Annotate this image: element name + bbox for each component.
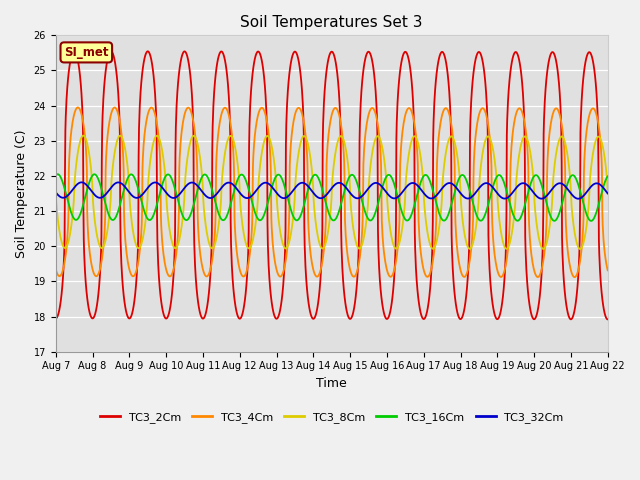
TC3_8Cm	[52, 189, 60, 195]
TC3_32Cm	[237, 191, 244, 197]
TC3_4Cm	[175, 208, 183, 214]
TC3_4Cm	[571, 274, 579, 280]
TC3_32Cm	[52, 190, 60, 195]
X-axis label: Time: Time	[316, 377, 347, 390]
TC3_8Cm	[490, 151, 498, 157]
Line: TC3_8Cm: TC3_8Cm	[56, 135, 608, 249]
TC3_16Cm	[54, 171, 61, 177]
TC3_16Cm	[162, 174, 170, 180]
TC3_4Cm	[237, 270, 244, 276]
Legend: TC3_2Cm, TC3_4Cm, TC3_8Cm, TC3_16Cm, TC3_32Cm: TC3_2Cm, TC3_4Cm, TC3_8Cm, TC3_16Cm, TC3…	[95, 408, 568, 428]
Line: TC3_2Cm: TC3_2Cm	[56, 51, 608, 319]
TC3_8Cm	[418, 162, 426, 168]
TC3_2Cm	[490, 308, 498, 314]
TC3_4Cm	[604, 267, 612, 273]
Y-axis label: Soil Temperature (C): Soil Temperature (C)	[15, 129, 28, 258]
TC3_32Cm	[162, 189, 170, 194]
TC3_32Cm	[574, 196, 582, 202]
Line: TC3_32Cm: TC3_32Cm	[56, 182, 608, 199]
TC3_32Cm	[604, 191, 612, 196]
TC3_16Cm	[418, 177, 426, 182]
TC3_8Cm	[79, 132, 87, 138]
TC3_4Cm	[74, 105, 82, 110]
TC3_16Cm	[52, 172, 60, 178]
TC3_2Cm	[539, 252, 547, 258]
TC3_16Cm	[588, 218, 595, 224]
TC3_2Cm	[52, 315, 60, 321]
TC3_4Cm	[539, 263, 547, 268]
TC3_32Cm	[175, 192, 183, 198]
TC3_4Cm	[52, 266, 60, 272]
TC3_4Cm	[490, 244, 498, 250]
TC3_16Cm	[237, 172, 244, 178]
Line: TC3_16Cm: TC3_16Cm	[56, 174, 608, 221]
TC3_2Cm	[70, 48, 78, 54]
TC3_16Cm	[604, 173, 612, 179]
Title: Soil Temperatures Set 3: Soil Temperatures Set 3	[241, 15, 423, 30]
TC3_2Cm	[418, 313, 426, 319]
TC3_8Cm	[576, 246, 584, 252]
TC3_8Cm	[237, 205, 244, 211]
TC3_2Cm	[162, 315, 170, 321]
TC3_8Cm	[539, 246, 547, 252]
TC3_2Cm	[175, 72, 183, 77]
Text: SI_met: SI_met	[64, 46, 109, 59]
TC3_8Cm	[175, 239, 183, 244]
TC3_16Cm	[175, 201, 183, 207]
TC3_8Cm	[604, 190, 612, 196]
TC3_16Cm	[490, 181, 498, 187]
TC3_32Cm	[490, 186, 498, 192]
TC3_2Cm	[237, 315, 244, 321]
Line: TC3_4Cm: TC3_4Cm	[56, 108, 608, 277]
TC3_32Cm	[418, 188, 426, 193]
TC3_8Cm	[162, 176, 170, 181]
TC3_2Cm	[604, 316, 612, 322]
TC3_32Cm	[77, 180, 85, 185]
TC3_16Cm	[539, 185, 547, 191]
TC3_4Cm	[418, 256, 426, 262]
TC3_32Cm	[539, 196, 547, 202]
TC3_4Cm	[162, 264, 170, 269]
